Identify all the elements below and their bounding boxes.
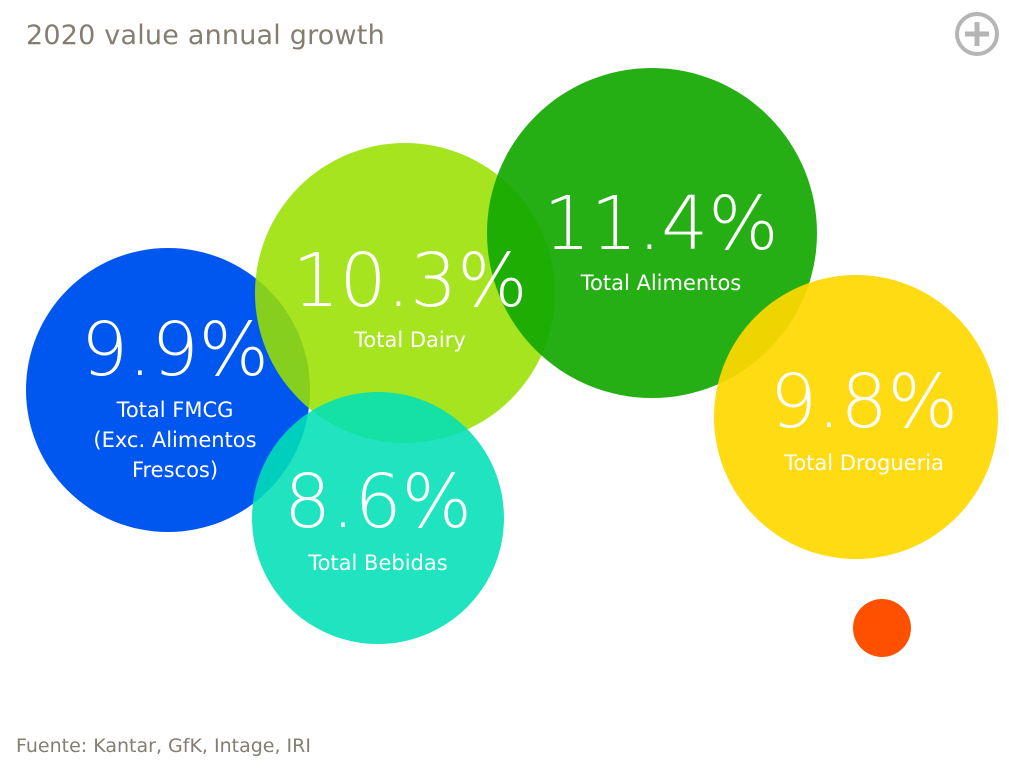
bubble-label: Total Salud y Belleza [595, 660, 812, 684]
bubble-total-alimentos [487, 68, 817, 398]
expand-button[interactable] [953, 10, 1001, 58]
bubble-label: Total Alimentos [580, 271, 741, 295]
bubble-value: 8.6% [284, 459, 472, 545]
bubble-circle [26, 248, 310, 532]
plus-circle-icon [955, 12, 999, 56]
source-note: Fuente: Kantar, GfK, Intage, IRI [16, 735, 311, 757]
bubble-circle [487, 68, 817, 398]
bubble-label: Frescos) [132, 458, 218, 482]
bubble-circle [255, 143, 555, 443]
chart-title: 2020 value annual growth [26, 20, 385, 51]
bubble-value: 9.9% [81, 307, 269, 393]
bubble-label: Total Dairy [353, 328, 466, 352]
bubble-label: Total FMCG [116, 398, 234, 422]
bubble-value: 11.4% [543, 181, 778, 267]
bubble-total-dairy [255, 143, 555, 443]
bubble-label: Total Drogueria [783, 451, 944, 475]
bubble-total-bebidas [252, 392, 504, 644]
bubble-value: 10.3% [292, 238, 527, 324]
bubble-value: 9.8% [770, 359, 958, 445]
bubble-circle [252, 392, 504, 644]
bubble-circle [853, 599, 911, 657]
bubble-value: -0.1% [721, 608, 837, 654]
bubble-label: Total Bebidas [307, 551, 447, 575]
bubble-label: (Exc. Alimentos [93, 428, 256, 452]
bubble-total-fmcg-exc-alimentos-frescos [26, 248, 310, 532]
bubble-total-salud-y-belleza [853, 599, 911, 657]
bubble-total-droguer-a [714, 275, 998, 559]
bubble-circle [714, 275, 998, 559]
